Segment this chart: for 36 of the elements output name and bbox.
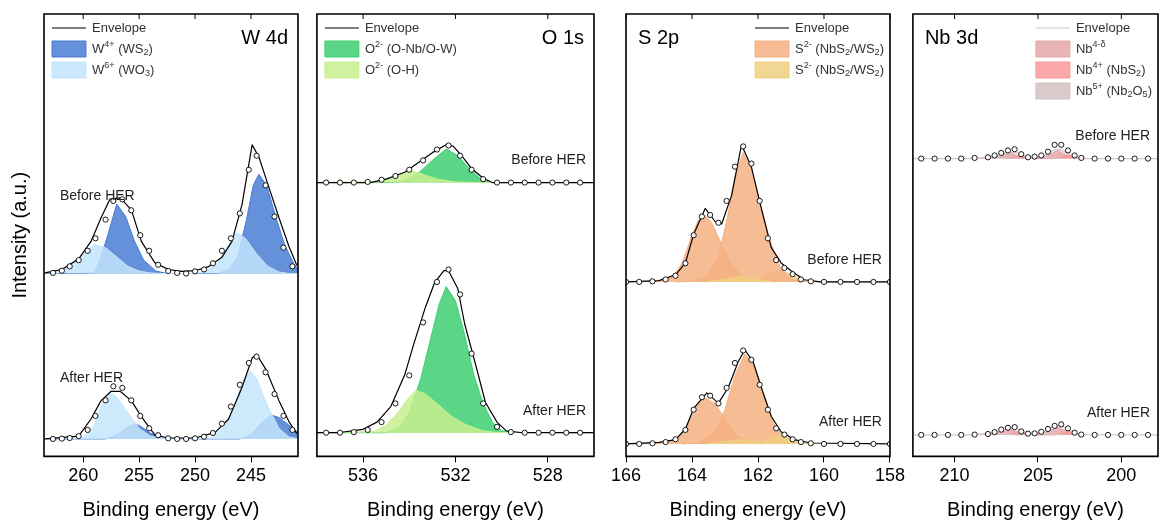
- legend-label: Envelope: [1075, 19, 1131, 35]
- annotation: Before HER: [511, 151, 587, 168]
- x-tick-label: 210: [939, 465, 970, 486]
- x-tick-label: 245: [235, 465, 267, 486]
- x-tick-label: 205: [1022, 465, 1053, 486]
- legend-label: Envelope: [92, 19, 147, 35]
- x-axis-title: Binding energy (eV): [669, 497, 847, 520]
- x-axis-title: Binding energy (eV): [367, 497, 544, 520]
- x-tick-label: 250: [180, 465, 211, 486]
- chart-title: Nb 3d: [924, 25, 979, 48]
- annotation: After HER: [60, 369, 124, 386]
- x-tick-label: 166: [610, 465, 642, 486]
- x-tick-label: 255: [124, 465, 155, 486]
- annotation: Before HER: [60, 186, 135, 203]
- legend-label: Envelope: [364, 19, 420, 35]
- legend-label: Envelope: [795, 19, 850, 35]
- x-tick-label: 528: [532, 465, 563, 486]
- x-axis-title: Binding energy (eV): [947, 497, 1124, 520]
- x-tick-label: 200: [1106, 465, 1137, 486]
- annotation: Before HER: [807, 250, 882, 267]
- x-tick-label: 162: [742, 465, 774, 486]
- annotation: After HER: [522, 401, 586, 418]
- x-tick-label: 158: [874, 465, 906, 486]
- chart-title: O 1s: [541, 25, 585, 48]
- x-axis-title: Binding energy (eV): [82, 497, 260, 520]
- y-axis-title: Intensity (a.u.): [7, 171, 30, 299]
- chart-title: W 4d: [241, 25, 289, 48]
- x-tick-label: 164: [676, 465, 708, 486]
- annotation: After HER: [1086, 403, 1150, 420]
- x-tick-label: 260: [68, 465, 99, 486]
- x-tick-label: 536: [348, 465, 379, 486]
- text: Before HER: [1075, 127, 1151, 144]
- annotation: After HER: [818, 412, 882, 429]
- chart-title: S 2p: [638, 25, 680, 48]
- x-tick-label: 532: [440, 465, 471, 486]
- x-tick-label: 160: [808, 465, 840, 486]
